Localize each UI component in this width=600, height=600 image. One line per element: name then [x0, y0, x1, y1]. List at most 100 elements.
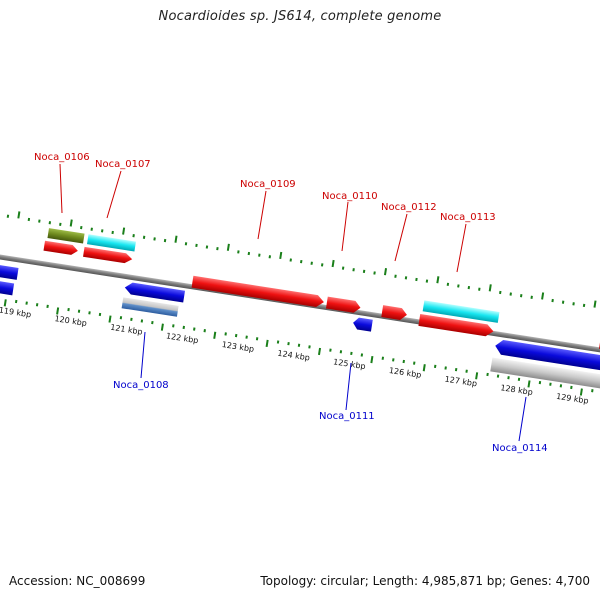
gene-noca-0107-arrow[interactable] [83, 246, 133, 264]
scale-dot [25, 301, 28, 305]
scale-dot [276, 340, 280, 344]
scale-dot [151, 320, 154, 325]
scale-dot [184, 242, 188, 246]
scale-dot [287, 342, 290, 346]
scale-major-tick [331, 259, 335, 268]
scale-dot [582, 303, 586, 308]
scale-dot [237, 250, 240, 254]
kbp-tick-label: 119 kbp [0, 306, 32, 320]
lower-dotted-scale [3, 299, 594, 396]
scale-major-tick [317, 347, 322, 356]
scale-dot [392, 358, 395, 362]
gene-label-noca-0114[interactable]: Noca_0114 [492, 443, 548, 454]
gene-label-noca-0111[interactable]: Noca_0111 [319, 411, 375, 422]
scale-major-tick [370, 355, 374, 364]
gene-label-noca-0109[interactable]: Noca_0109 [240, 179, 296, 190]
scale-major-tick [436, 276, 440, 284]
scale-major-tick [475, 372, 479, 380]
scale-dot [142, 235, 146, 239]
gene-noca-0106-cds[interactable] [47, 228, 85, 244]
scale-dot [193, 327, 196, 331]
scale-major-tick [17, 211, 21, 219]
gene-noca-0110-arrow[interactable] [325, 296, 361, 314]
scale-major-tick [56, 307, 60, 315]
genome-summary-text: Topology: circular; Length: 4,985,871 bp… [260, 574, 590, 588]
kbp-tick-label: 126 kbp [388, 366, 422, 380]
kbp-tick-label: 127 kbp [444, 375, 478, 389]
scale-dot [48, 221, 52, 225]
scale-dot [360, 353, 364, 357]
scale-dot [350, 351, 353, 356]
scale-dot [205, 245, 209, 249]
upper-dotted-scale [6, 211, 597, 308]
scale-major-tick [265, 339, 269, 347]
gene-noca-0114-rna[interactable] [490, 357, 600, 389]
scale-major-tick [579, 388, 583, 396]
scale-dot [486, 372, 489, 377]
kbp-tick-label: 123 kbp [221, 340, 255, 354]
scale-dot [46, 304, 49, 308]
gene-noca-0106-arrow[interactable] [43, 240, 78, 256]
scale-major-tick [160, 323, 164, 331]
scale-dot [561, 300, 565, 304]
gene-label-noca-0107[interactable]: Noca_0107 [95, 159, 151, 170]
scale-dot [153, 237, 156, 241]
scale-dot [247, 251, 251, 256]
scale-dot [59, 222, 62, 226]
scale-major-tick [527, 380, 531, 388]
scale-dot [80, 225, 83, 230]
scale-dot [329, 348, 332, 352]
scale-dot [341, 266, 345, 270]
scale-dot [258, 253, 261, 257]
scale-dot [14, 299, 18, 304]
gene-label-noca-0110[interactable]: Noca_0110 [322, 191, 378, 202]
gene-label-noca-0106[interactable]: Noca_0106 [34, 152, 90, 163]
genome-track: 119 kbp 120 kbp 121 kbp 122 kbp 123 kbp 124 k… [0, 211, 600, 406]
scale-dot [457, 284, 460, 288]
kbp-tick-label: 122 kbp [165, 331, 199, 345]
gene-label-noca-0112[interactable]: Noca_0112 [381, 202, 437, 213]
gene-label-noca-0108[interactable]: Noca_0108 [113, 380, 169, 391]
scale-dot [310, 261, 313, 265]
scale-dot [111, 230, 114, 235]
scale-dot [77, 309, 81, 313]
scale-dot [234, 333, 238, 338]
scale-dot [163, 238, 167, 243]
scale-dot [119, 316, 123, 320]
scale-dot [289, 258, 292, 262]
gene-callouts: Noca_0106 Noca_0107 Noca_0109 Noca_0110 … [34, 152, 548, 454]
scale-dot [394, 274, 397, 278]
scale-dot [446, 282, 450, 286]
scale-dot [90, 227, 93, 231]
gene-noca-0113-arrow[interactable] [418, 313, 494, 337]
gene-noca-0113-cds[interactable] [422, 300, 500, 323]
scale-dot [373, 271, 376, 275]
scale-major-tick [174, 235, 178, 243]
scale-dot [216, 247, 219, 251]
scale-dot [172, 324, 175, 328]
scale-dot [538, 380, 542, 385]
kbp-tick-label: 120 kbp [54, 314, 88, 328]
page-title: Nocardioides sp. JS614, complete genome [158, 9, 442, 24]
gene-noca-0114-arrow[interactable] [494, 339, 600, 371]
gene-noca-0112-arrow[interactable] [381, 305, 408, 321]
gene-noca-0111-arrow[interactable] [352, 317, 373, 332]
gene-noca-0108-arrow[interactable] [124, 282, 186, 303]
scale-dot [362, 269, 366, 274]
scale-dot [38, 219, 41, 223]
gene-noca-0109-arrow[interactable] [191, 275, 325, 308]
scale-dot [88, 311, 91, 315]
scale-dot [415, 277, 418, 282]
gene-label-noca-0113[interactable]: Noca_0113 [440, 212, 496, 223]
scale-dot [300, 260, 303, 264]
scale-major-tick [488, 284, 492, 292]
gene-noca-0108-rna[interactable] [121, 297, 179, 317]
scale-dot [339, 350, 343, 354]
gene-noca-0107-cds[interactable] [86, 234, 136, 252]
scale-dot [27, 217, 31, 222]
scale-major-tick [213, 331, 217, 339]
scale-dot [413, 361, 416, 365]
scale-dot [572, 302, 575, 306]
scale-major-tick [593, 300, 597, 308]
